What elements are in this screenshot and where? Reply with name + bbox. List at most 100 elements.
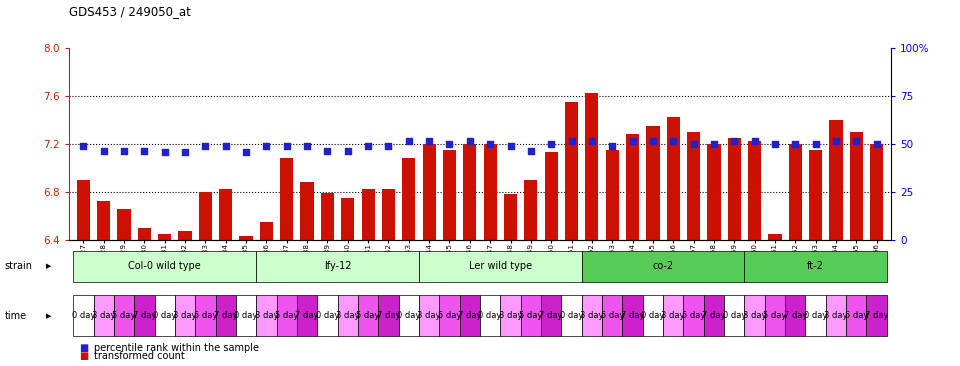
Point [76, 143, 91, 149]
Point [828, 138, 844, 144]
Bar [480, 295, 500, 336]
Bar [544, 152, 558, 240]
Text: ▶: ▶ [46, 313, 52, 319]
Text: ft-2: ft-2 [807, 261, 824, 271]
Text: lfy-12: lfy-12 [324, 261, 351, 271]
Point [381, 143, 396, 149]
Bar [643, 295, 663, 336]
Text: 0 day: 0 day [153, 311, 177, 320]
Point [665, 138, 681, 144]
Text: 3 day: 3 day [254, 311, 278, 320]
Bar [73, 295, 93, 336]
Bar [846, 295, 867, 336]
Point [300, 143, 315, 149]
Bar [378, 295, 398, 336]
Bar [606, 150, 619, 240]
Bar [622, 295, 643, 336]
Bar [744, 295, 765, 336]
Bar [317, 295, 338, 336]
Text: 5 day: 5 day [438, 311, 461, 320]
Point [442, 141, 457, 147]
Bar [358, 295, 378, 336]
Bar [586, 93, 598, 240]
Bar [402, 158, 416, 240]
Text: 0 day: 0 day [478, 311, 502, 320]
Point [707, 141, 722, 147]
Bar [504, 194, 517, 240]
Point [320, 148, 335, 154]
Text: ■: ■ [79, 351, 88, 361]
Bar [582, 251, 744, 282]
Text: 7 day: 7 day [702, 311, 726, 320]
Bar [300, 182, 314, 240]
Bar [684, 295, 704, 336]
Bar [195, 295, 216, 336]
Text: 3 day: 3 day [418, 311, 441, 320]
Bar [382, 189, 396, 240]
Point [360, 143, 375, 149]
Text: ■: ■ [79, 343, 88, 353]
Bar [765, 295, 785, 336]
Bar [175, 295, 195, 336]
Bar [520, 295, 541, 336]
Bar [419, 295, 440, 336]
Point [401, 138, 417, 144]
Bar [155, 295, 175, 336]
Bar [297, 295, 317, 336]
Point [787, 141, 803, 147]
Text: 7 day: 7 day [376, 311, 400, 320]
Text: 0 day: 0 day [641, 311, 664, 320]
Bar [280, 158, 294, 240]
Bar [422, 143, 436, 240]
Text: 3 day: 3 day [336, 311, 360, 320]
Text: 7 day: 7 day [132, 311, 156, 320]
Point [238, 149, 253, 155]
Bar [138, 228, 151, 240]
Bar [199, 192, 212, 240]
Bar [850, 132, 863, 240]
Text: 5 day: 5 day [763, 311, 786, 320]
Point [523, 148, 539, 154]
Bar [460, 295, 480, 336]
Text: 5 day: 5 day [519, 311, 542, 320]
Point [727, 138, 742, 144]
Bar [338, 295, 358, 336]
Bar [239, 236, 252, 240]
Point [178, 149, 193, 155]
Text: transformed count: transformed count [94, 351, 185, 361]
Bar [768, 234, 781, 240]
Text: 5 day: 5 day [356, 311, 380, 320]
Bar [321, 193, 334, 240]
Bar [524, 180, 538, 240]
Bar [602, 295, 622, 336]
Bar [134, 295, 155, 336]
Bar [73, 251, 256, 282]
Text: 0 day: 0 day [397, 311, 420, 320]
Point [645, 138, 660, 144]
Text: ▶: ▶ [46, 263, 52, 269]
Text: 3 day: 3 day [92, 311, 115, 320]
Text: time: time [5, 311, 27, 321]
Text: 3 day: 3 day [743, 311, 766, 320]
Bar [748, 141, 761, 240]
Bar [870, 143, 883, 240]
Bar [464, 143, 476, 240]
Bar [564, 102, 578, 240]
Bar [398, 295, 419, 336]
Bar [687, 132, 700, 240]
Point [96, 148, 111, 154]
Point [218, 143, 233, 149]
Point [625, 138, 640, 144]
Text: percentile rank within the sample: percentile rank within the sample [94, 343, 259, 353]
Point [543, 141, 559, 147]
Point [808, 141, 824, 147]
Bar [341, 198, 354, 240]
Point [767, 141, 782, 147]
Point [259, 143, 275, 149]
Text: 0 day: 0 day [316, 311, 339, 320]
Point [157, 149, 173, 155]
Text: 7 day: 7 day [865, 311, 888, 320]
Text: Ler wild type: Ler wild type [468, 261, 532, 271]
Text: 7 day: 7 day [214, 311, 237, 320]
Bar [582, 295, 602, 336]
